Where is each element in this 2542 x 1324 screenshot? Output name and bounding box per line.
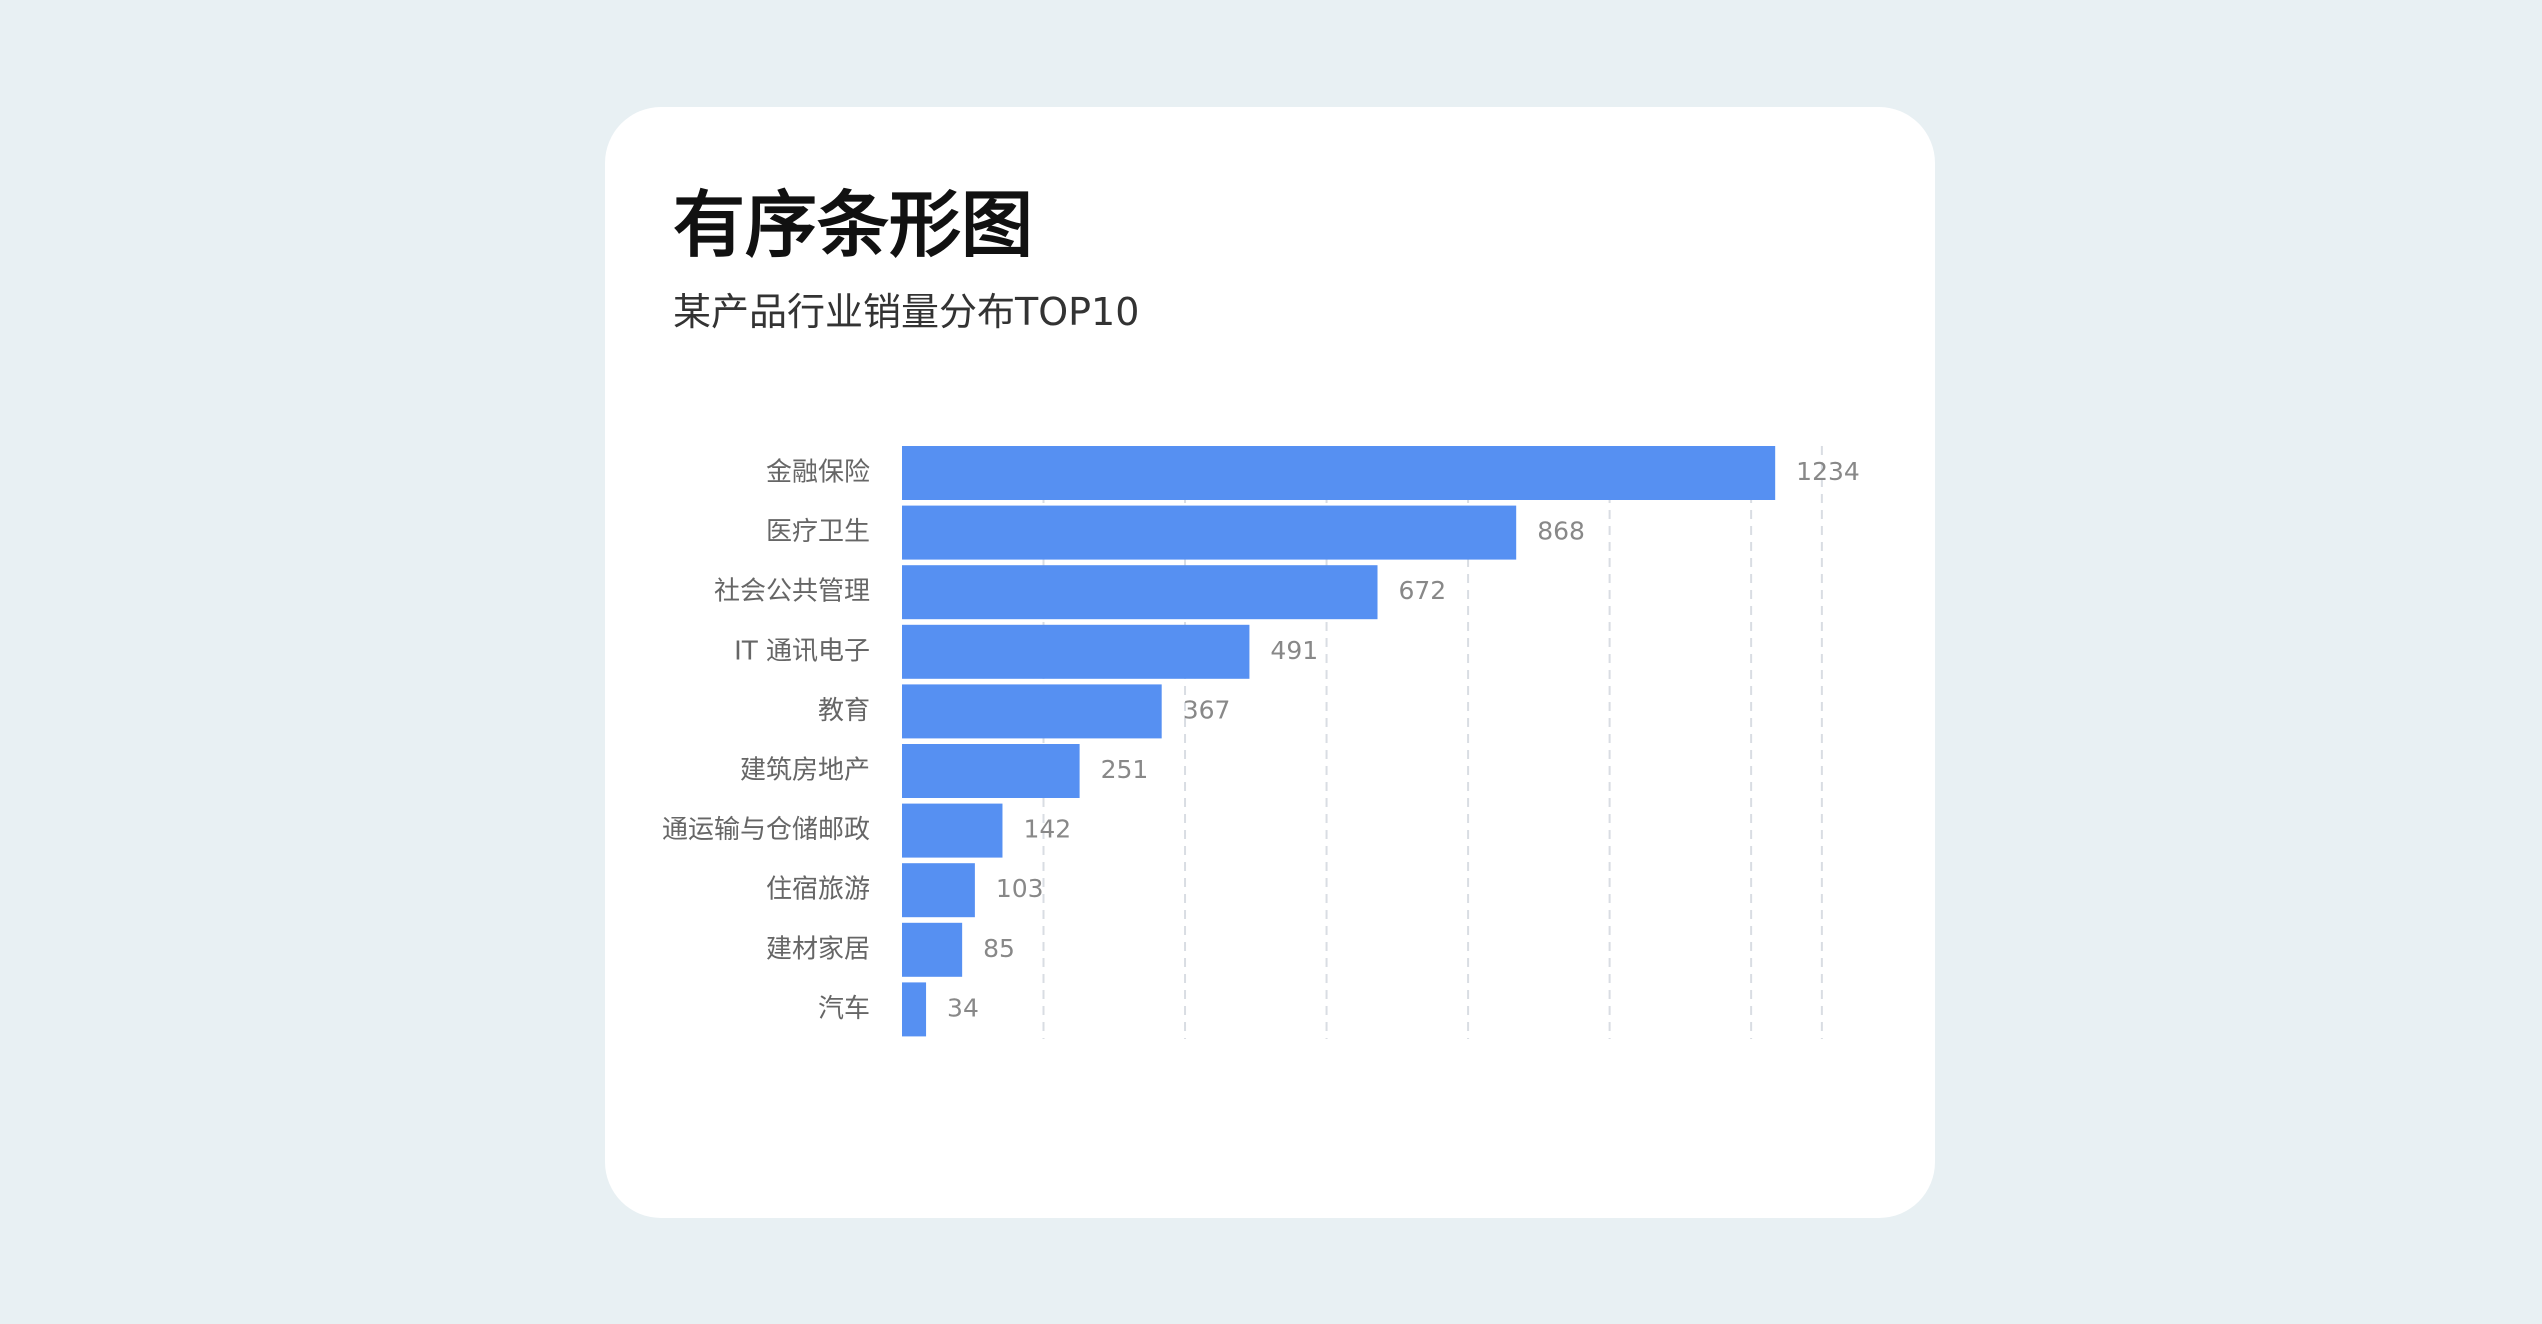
- labels: 金融保险 1234 医疗卫生 868 社会公共管理 672 IT 通讯电子 491 教育 367 建…: [662, 457, 1860, 1024]
- value-label-0: 1234: [1796, 457, 1860, 486]
- value-label-9: 34: [947, 993, 979, 1022]
- chart-subtitle: 某产品行业销量分布TOP10: [673, 290, 1140, 334]
- value-label-4: 367: [1183, 695, 1231, 724]
- category-label-8: 建材家居: [766, 934, 870, 964]
- bar-3[interactable]: [902, 624, 1250, 679]
- bar-4[interactable]: [902, 684, 1162, 739]
- category-label-5: 建筑房地产: [740, 756, 870, 786]
- value-label-7: 103: [996, 874, 1044, 903]
- category-label-7: 住宿旅游: [766, 875, 870, 905]
- category-label-6: 通运输与仓储邮政: [662, 815, 870, 845]
- category-label-3: IT 通讯电子: [734, 636, 870, 666]
- bar-2[interactable]: [902, 565, 1378, 620]
- value-label-8: 85: [983, 934, 1015, 963]
- value-label-1: 868: [1537, 517, 1585, 546]
- bar-0[interactable]: [902, 446, 1776, 500]
- bar-5[interactable]: [902, 744, 1080, 798]
- chart-card: 有序条形图 某产品行业销量分布TOP10 金融保险 1234 医疗卫生 868 社会公共…: [605, 107, 1935, 1218]
- value-label-3: 491: [1270, 636, 1318, 665]
- bar-6[interactable]: [902, 803, 1003, 858]
- bar-7[interactable]: [902, 863, 975, 918]
- bar-8[interactable]: [902, 922, 963, 977]
- bar-chart: 金融保险 1234 医疗卫生 868 社会公共管理 672 IT 通讯电子 491 教育 367 建…: [662, 446, 1860, 1039]
- bars: [902, 446, 1776, 1037]
- chart-title: 有序条形图: [673, 183, 1034, 267]
- bar-1[interactable]: [902, 505, 1517, 560]
- category-label-4: 教育: [818, 696, 870, 726]
- category-label-2: 社会公共管理: [714, 577, 870, 607]
- category-label-0: 金融保险: [766, 458, 870, 488]
- category-label-9: 汽车: [818, 994, 870, 1024]
- value-label-6: 142: [1023, 815, 1071, 844]
- value-label-2: 672: [1399, 576, 1447, 605]
- category-label-1: 医疗卫生: [766, 517, 870, 547]
- bar-9[interactable]: [902, 982, 927, 1037]
- value-label-5: 251: [1101, 755, 1149, 784]
